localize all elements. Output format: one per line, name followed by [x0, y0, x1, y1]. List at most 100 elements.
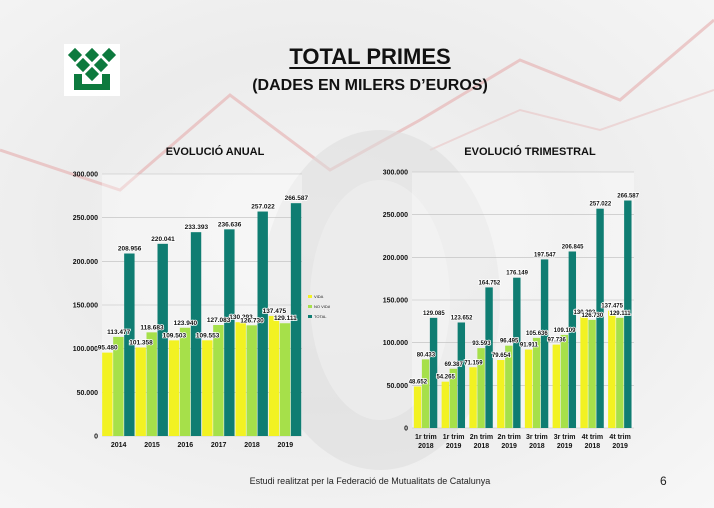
x-tick-label: 2019 [278, 442, 294, 449]
chart-title-annual: EVOLUCIÓ ANUAL [165, 146, 265, 158]
y-tick-label: 100.000 [383, 340, 408, 347]
data-label: 257.022 [590, 202, 612, 208]
y-tick-label: 250.000 [73, 215, 98, 222]
data-label: 93.593 [472, 341, 491, 347]
bar-no-vida [505, 345, 513, 428]
legend-swatch [308, 305, 312, 308]
bar-total [540, 259, 549, 428]
data-label: 266.587 [617, 194, 639, 200]
data-label: 126.730 [240, 317, 264, 324]
data-label: 220.041 [151, 236, 175, 243]
bar-vida [441, 381, 450, 428]
x-tick-label: 2014 [111, 442, 127, 449]
x-tick-label: 2n trim 2018 [470, 434, 493, 450]
x-tick-label: 3r trim 2018 [526, 434, 548, 450]
x-tick-label: 3r trim 2019 [554, 434, 576, 450]
bar-vida [524, 349, 533, 428]
bar-no-vida [213, 325, 224, 436]
bar-vida [268, 315, 280, 436]
bar-total [290, 203, 302, 436]
footer-text: Estudi realitzat per la Federació de Mut… [249, 476, 491, 486]
data-label: 129.111 [274, 315, 297, 322]
data-label: 95.480 [98, 345, 118, 352]
legend-entry: TOTAL [314, 314, 327, 319]
y-tick-label: 50.000 [387, 383, 409, 390]
y-tick-label: 100.000 [73, 346, 98, 353]
data-label: 164.752 [479, 280, 501, 286]
bar-total [190, 232, 202, 436]
x-tick-label: 2015 [144, 442, 160, 449]
bar-total [568, 251, 577, 428]
bar-no-vida [532, 337, 541, 428]
y-tick-label: 200.000 [383, 255, 408, 262]
bar-vida [608, 310, 616, 428]
data-label: 123.940 [174, 320, 198, 327]
bar-vida [202, 340, 213, 436]
x-tick-label: 1r trim 2019 [443, 434, 465, 450]
data-label: 130.293 [229, 314, 253, 321]
bar-vida [168, 340, 180, 436]
data-label: 123.652 [451, 315, 473, 321]
bar-no-vida [616, 317, 624, 428]
x-tick-label: 2018 [244, 442, 260, 449]
data-label: 129.111 [610, 311, 632, 317]
bar-no-vida [179, 327, 191, 436]
y-tick-label: 0 [404, 426, 408, 433]
x-tick-label: 1r trim 2018 [415, 434, 437, 450]
bar-no-vida [113, 336, 124, 436]
data-label: 54.265 [436, 375, 455, 381]
data-label: 79.654 [492, 353, 511, 359]
chart-quarterly: 0 50.000 100.000 150.000 200.000 250.000 300.0… [383, 170, 641, 451]
data-label: 233.393 [185, 224, 209, 231]
bar-no-vida [246, 325, 257, 436]
bar-no-vida [279, 323, 291, 436]
bar-total [157, 243, 168, 436]
data-label: 113.477 [107, 329, 131, 336]
bar-vida [413, 386, 422, 428]
x-tick-label: 2016 [178, 442, 194, 449]
bar-vida [235, 322, 246, 436]
y-tick-label: 300.000 [73, 172, 98, 179]
bar-vida [135, 347, 146, 436]
y-tick-label: 0 [94, 434, 98, 441]
bar-no-vida [421, 359, 430, 428]
data-label: 137.475 [601, 304, 623, 310]
data-label: 109.503 [163, 332, 187, 339]
bar-no-vida [588, 319, 596, 428]
data-label: 80.433 [417, 352, 436, 358]
data-label: 97.736 [547, 338, 566, 344]
bar-no-vida [146, 332, 157, 436]
y-tick-label: 150.000 [73, 303, 98, 310]
data-label: 48.652 [409, 379, 428, 385]
bar-total [224, 229, 235, 436]
data-label: 101.358 [129, 339, 153, 346]
bar-total [624, 200, 632, 428]
data-label: 71.159 [464, 360, 483, 366]
chart-title-quarterly: EVOLUCIÓ TRIMESTRAL [464, 146, 596, 158]
legend-swatch [308, 295, 312, 298]
page-number: 6 [660, 474, 667, 488]
data-label: 130.293 [574, 310, 596, 316]
data-label: 126.730 [582, 313, 604, 319]
bar-total [485, 287, 493, 428]
bar-no-vida [449, 368, 458, 428]
page-subtitle: (DADES EN MILERS D’EUROS) [252, 77, 488, 94]
bar-vida [552, 344, 561, 428]
bar-total [257, 211, 268, 436]
data-label: 69.387 [444, 362, 463, 368]
x-tick-label: 2n trim 2019 [497, 434, 520, 450]
bar-vida [497, 360, 505, 428]
data-label: 109.553 [196, 332, 220, 339]
data-label: 206.845 [562, 244, 584, 250]
chart-annual: 0 50.000 100.000 150.000 200.000 250.000 300.0… [73, 172, 330, 450]
x-tick-label: 2017 [211, 442, 227, 449]
bar-total [596, 208, 604, 428]
legend-entry: NO VIDA [314, 304, 330, 309]
y-tick-label: 150.000 [383, 298, 408, 305]
data-label: 109.109 [554, 328, 576, 334]
bar-total [429, 317, 438, 428]
y-tick-label: 200.000 [73, 259, 98, 266]
data-label: 176.149 [506, 271, 528, 277]
